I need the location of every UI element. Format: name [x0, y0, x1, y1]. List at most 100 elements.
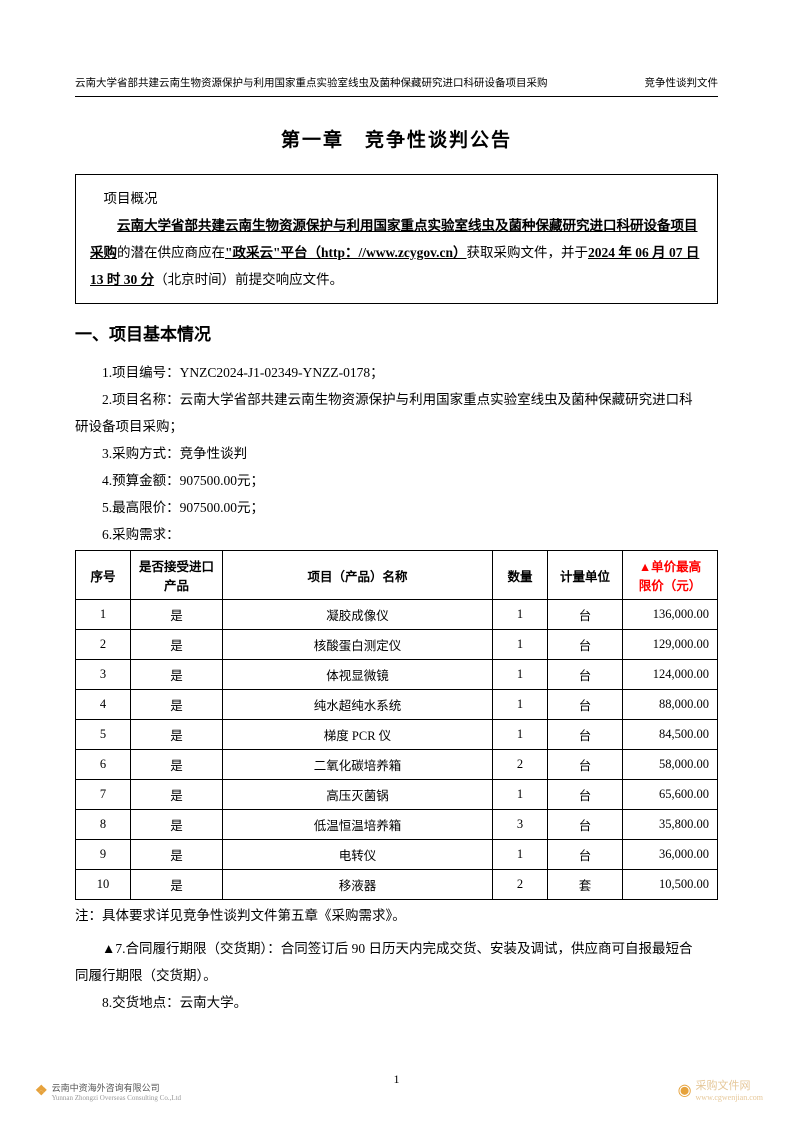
cell-unit: 台 — [548, 600, 623, 630]
th-no: 序号 — [76, 551, 131, 600]
table-row: 10是移液器2套10,500.00 — [76, 870, 718, 900]
cell-qty: 3 — [493, 810, 548, 840]
table-row: 2是核酸蛋白测定仪1台129,000.00 — [76, 630, 718, 660]
header-right: 竞争性谈判文件 — [645, 75, 719, 90]
overview-body: 云南大学省部共建云南生物资源保护与利用国家重点实验室线虫及菌种保藏研究进口科研设… — [90, 212, 703, 293]
cell-unit: 台 — [548, 810, 623, 840]
cell-product-name: 高压灭菌锅 — [223, 780, 493, 810]
table-row: 9是电转仪1台36,000.00 — [76, 840, 718, 870]
th-price: ▲单价最高 限价（元） — [623, 551, 718, 600]
item1-label: 1.项目编号： — [102, 365, 180, 380]
item-8: 8.交货地点：云南大学。 — [75, 989, 718, 1016]
cell-price: 35,800.00 — [623, 810, 718, 840]
items-block: 1.项目编号：YNZC2024-J1-02349-YNZZ-0178； 2.项目… — [75, 359, 718, 548]
overview-title: 项目概况 — [90, 185, 703, 212]
cell-no: 1 — [76, 600, 131, 630]
cell-no: 8 — [76, 810, 131, 840]
th-product-name: 项目（产品）名称 — [223, 551, 493, 600]
overview-box: 项目概况 云南大学省部共建云南生物资源保护与利用国家重点实验室线虫及菌种保藏研究… — [75, 174, 718, 304]
cell-price: 65,600.00 — [623, 780, 718, 810]
table-row: 1是凝胶成像仪1台136,000.00 — [76, 600, 718, 630]
table-body: 1是凝胶成像仪1台136,000.002是核酸蛋白测定仪1台129,000.00… — [76, 600, 718, 900]
cell-product-name: 纯水超纯水系统 — [223, 690, 493, 720]
table-row: 4是纯水超纯水系统1台88,000.00 — [76, 690, 718, 720]
cell-no: 6 — [76, 750, 131, 780]
cell-unit: 台 — [548, 840, 623, 870]
th-import: 是否接受进口 产品 — [131, 551, 223, 600]
footer-logo: ❖ 云南中资海外咨询有限公司 Yunnan Zhongzi Overseas C… — [35, 1081, 181, 1102]
cell-unit: 台 — [548, 690, 623, 720]
table-row: 6是二氧化碳培养箱2台58,000.00 — [76, 750, 718, 780]
overview-text-1: 的潜在供应商应在 — [117, 245, 225, 260]
item-6: 6.采购需求： — [75, 521, 718, 548]
cell-import: 是 — [131, 720, 223, 750]
overview-text-3: （北京时间）前提交响应文件。 — [154, 272, 343, 287]
cell-product-name: 移液器 — [223, 870, 493, 900]
table-row: 8是低温恒温培养箱3台35,800.00 — [76, 810, 718, 840]
cell-price: 58,000.00 — [623, 750, 718, 780]
requirements-table: 序号 是否接受进口 产品 项目（产品）名称 数量 计量单位 ▲单价最高 限价（元… — [75, 550, 718, 900]
cell-qty: 1 — [493, 780, 548, 810]
cell-price: 88,000.00 — [623, 690, 718, 720]
table-row: 3是体视显微镜1台124,000.00 — [76, 660, 718, 690]
item-7-line2: 同履行期限（交货期）。 — [75, 962, 718, 989]
cell-qty: 1 — [493, 660, 548, 690]
cell-import: 是 — [131, 840, 223, 870]
page-header: 云南大学省部共建云南生物资源保护与利用国家重点实验室线虫及菌种保藏研究进口科研设… — [75, 75, 718, 97]
cell-no: 5 — [76, 720, 131, 750]
cell-import: 是 — [131, 810, 223, 840]
watermark-text: 采购文件网 — [696, 1077, 763, 1093]
chapter-title: 第一章 竞争性谈判公告 — [75, 125, 718, 152]
th-unit: 计量单位 — [548, 551, 623, 600]
table-row: 5是梯度 PCR 仪1台84,500.00 — [76, 720, 718, 750]
cell-no: 9 — [76, 840, 131, 870]
cell-price: 129,000.00 — [623, 630, 718, 660]
footer-company-en: Yunnan Zhongzi Overseas Consulting Co.,L… — [52, 1094, 182, 1102]
cell-qty: 1 — [493, 600, 548, 630]
cell-price: 84,500.00 — [623, 720, 718, 750]
watermark-block: 采购文件网 www.cgwenjian.com — [696, 1077, 763, 1102]
overview-underline-2: "政采云"平台（http：//www.zcygov.cn） — [225, 245, 467, 260]
cell-unit: 台 — [548, 720, 623, 750]
cell-import: 是 — [131, 630, 223, 660]
cell-import: 是 — [131, 780, 223, 810]
cell-price: 136,000.00 — [623, 600, 718, 630]
watermark-icon: ◉ — [678, 1080, 692, 1100]
cell-product-name: 二氧化碳培养箱 — [223, 750, 493, 780]
cell-unit: 台 — [548, 780, 623, 810]
cell-no: 2 — [76, 630, 131, 660]
th-price-l1: ▲单价最高 — [627, 556, 713, 575]
section-1-heading: 一、项目基本情况 — [75, 320, 718, 345]
cell-product-name: 凝胶成像仪 — [223, 600, 493, 630]
overview-text-2: 获取采购文件，并于 — [467, 245, 589, 260]
cell-product-name: 低温恒温培养箱 — [223, 810, 493, 840]
header-left: 云南大学省部共建云南生物资源保护与利用国家重点实验室线虫及菌种保藏研究进口科研设… — [75, 75, 548, 90]
th-qty: 数量 — [493, 551, 548, 600]
cell-no: 4 — [76, 690, 131, 720]
cell-unit: 台 — [548, 750, 623, 780]
cell-qty: 1 — [493, 720, 548, 750]
item-3: 3.采购方式：竞争性谈判 — [75, 440, 718, 467]
cell-unit: 台 — [548, 660, 623, 690]
cell-product-name: 体视显微镜 — [223, 660, 493, 690]
item1-value: YNZC2024-J1-02349-YNZZ-0178； — [180, 365, 384, 380]
cell-no: 7 — [76, 780, 131, 810]
cell-import: 是 — [131, 690, 223, 720]
item-1: 1.项目编号：YNZC2024-J1-02349-YNZZ-0178； — [75, 359, 718, 386]
cell-import: 是 — [131, 600, 223, 630]
table-header-row: 序号 是否接受进口 产品 项目（产品）名称 数量 计量单位 ▲单价最高 限价（元… — [76, 551, 718, 600]
item-5: 5.最高限价：907500.00元； — [75, 494, 718, 521]
item2-value-a: 云南大学省部共建云南生物资源保护与利用国家重点实验室线虫及菌种保藏研究进口科 — [180, 392, 693, 407]
th-import-l2: 产品 — [135, 575, 218, 594]
item-7-line1: ▲7.合同履行期限（交货期）：合同签订后 90 日历天内完成交货、安装及调试，供… — [75, 935, 718, 962]
cell-product-name: 电转仪 — [223, 840, 493, 870]
th-price-l2: 限价（元） — [627, 575, 713, 594]
cell-price: 36,000.00 — [623, 840, 718, 870]
item-4: 4.预算金额：907500.00元； — [75, 467, 718, 494]
cell-product-name: 梯度 PCR 仪 — [223, 720, 493, 750]
cell-no: 10 — [76, 870, 131, 900]
cell-qty: 2 — [493, 750, 548, 780]
cell-import: 是 — [131, 750, 223, 780]
cell-product-name: 核酸蛋白测定仪 — [223, 630, 493, 660]
cell-price: 124,000.00 — [623, 660, 718, 690]
